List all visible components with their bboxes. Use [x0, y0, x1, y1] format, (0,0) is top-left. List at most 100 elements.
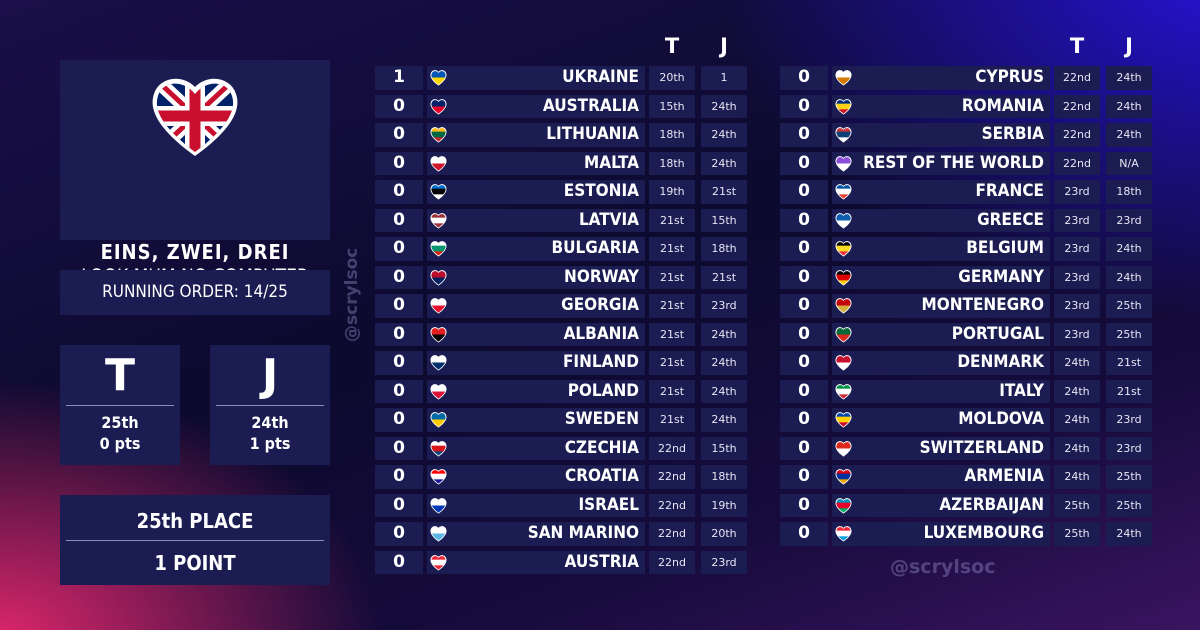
- row-televote-rank: 23rd: [1054, 265, 1100, 289]
- row-televote-rank: 22nd: [1054, 123, 1100, 147]
- row-televote-rank: 24th: [1054, 465, 1100, 489]
- row-televote-rank: 21st: [649, 322, 695, 346]
- row-points: 0: [375, 351, 423, 375]
- heart-flag-icon: [832, 351, 854, 375]
- row-televote-rank: 21st: [649, 408, 695, 432]
- row-country: SAN MARINO: [427, 522, 645, 546]
- row-country: AUSTRALIA: [427, 94, 645, 118]
- heart-flag-icon: [427, 551, 449, 575]
- heart-flag-icon: [427, 522, 449, 546]
- divider: [66, 405, 174, 406]
- heart-flag-icon: [427, 180, 449, 204]
- row-country: ESTONIA: [427, 180, 645, 204]
- row-jury-rank: 24th: [1106, 66, 1152, 90]
- heart-flag-icon: [832, 95, 854, 119]
- row-country: SWITZERLAND: [832, 436, 1050, 460]
- row-televote-rank: 18th: [649, 123, 695, 147]
- row-jury-rank: 24th: [701, 322, 747, 346]
- row-points: 0: [375, 180, 423, 204]
- row-jury-rank: 21st: [1106, 379, 1152, 403]
- heart-flag-icon: [427, 437, 449, 461]
- row-points: 0: [780, 379, 828, 403]
- row-country: ITALY: [832, 379, 1050, 403]
- divider: [216, 405, 324, 406]
- row-country: ARMENIA: [832, 465, 1050, 489]
- row-points: 0: [375, 550, 423, 574]
- row-country: GEORGIA: [427, 294, 645, 318]
- row-points: 0: [780, 66, 828, 90]
- heart-flag-icon: [832, 209, 854, 233]
- heart-flag-icon: [427, 380, 449, 404]
- final-result-box: 25th PLACE 1 POINT: [60, 495, 330, 585]
- row-points: 0: [375, 408, 423, 432]
- heart-flag-icon: [427, 351, 449, 375]
- heart-flag-icon: [832, 323, 854, 347]
- row-jury-rank: 25th: [1106, 322, 1152, 346]
- heart-flag-icon: [832, 266, 854, 290]
- heart-flag-icon: [427, 408, 449, 432]
- row-televote-rank: 22nd: [649, 493, 695, 517]
- row-points: 0: [780, 522, 828, 546]
- row-jury-rank: 23rd: [701, 550, 747, 574]
- televote-letter: T: [104, 350, 135, 401]
- row-jury-rank: 24th: [1106, 94, 1152, 118]
- row-televote-rank: 23rd: [1054, 322, 1100, 346]
- row-points: 0: [780, 294, 828, 318]
- row-televote-rank: 22nd: [1054, 94, 1100, 118]
- row-televote-rank: 22nd: [649, 465, 695, 489]
- row-country: LITHUANIA: [427, 123, 645, 147]
- row-points: 0: [780, 322, 828, 346]
- row-televote-rank: 22nd: [649, 436, 695, 460]
- row-jury-rank: 19th: [701, 493, 747, 517]
- row-country: LUXEMBOURG: [832, 522, 1050, 546]
- row-points: 0: [375, 294, 423, 318]
- row-televote-rank: 21st: [649, 237, 695, 261]
- heart-flag-icon: [832, 437, 854, 461]
- row-points: 0: [780, 94, 828, 118]
- row-televote-rank: 25th: [1054, 493, 1100, 517]
- column-header-jury-left: J: [720, 34, 728, 58]
- row-country: REST OF THE WORLD: [832, 151, 1050, 175]
- row-country: CYPRUS: [832, 66, 1050, 90]
- row-jury-rank: 24th: [1106, 123, 1152, 147]
- row-televote-rank: 22nd: [649, 550, 695, 574]
- row-country: CZECHIA: [427, 436, 645, 460]
- song-panel: EINS, ZWEI, DREI LOOK MUM NO COMPUTER: [60, 60, 330, 287]
- row-points: 0: [375, 208, 423, 232]
- heart-flag-icon: [427, 465, 449, 489]
- row-jury-rank: 21st: [701, 265, 747, 289]
- row-country: DENMARK: [832, 351, 1050, 375]
- row-televote-rank: 23rd: [1054, 294, 1100, 318]
- heart-flag-icon: [832, 465, 854, 489]
- watermark-horizontal: @scrylsoc: [890, 556, 996, 578]
- row-country: FRANCE: [832, 180, 1050, 204]
- row-country: FINLAND: [427, 351, 645, 375]
- song-title: EINS, ZWEI, DREI: [100, 240, 290, 264]
- row-country: LATVIA: [427, 208, 645, 232]
- row-points: 0: [375, 322, 423, 346]
- row-televote-rank: 21st: [649, 294, 695, 318]
- jury-points: 1 pts: [249, 434, 291, 453]
- row-televote-rank: 18th: [649, 151, 695, 175]
- row-points: 0: [780, 265, 828, 289]
- row-jury-rank: 23rd: [701, 294, 747, 318]
- heart-flag-icon: [427, 66, 449, 90]
- row-televote-rank: 23rd: [1054, 237, 1100, 261]
- heart-flag-icon: [832, 522, 854, 546]
- row-country: GREECE: [832, 208, 1050, 232]
- row-televote-rank: 23rd: [1054, 180, 1100, 204]
- row-televote-rank: 21st: [649, 351, 695, 375]
- heart-flag-icon: [832, 408, 854, 432]
- heart-flag-icon: [427, 237, 449, 261]
- row-jury-rank: 1: [701, 66, 747, 90]
- row-jury-rank: 24th: [701, 351, 747, 375]
- televote-score-box: T 25th 0 pts: [60, 345, 180, 465]
- divider: [66, 540, 324, 541]
- row-points: 0: [780, 465, 828, 489]
- row-jury-rank: 23rd: [1106, 208, 1152, 232]
- row-points: 0: [780, 493, 828, 517]
- row-points: 0: [780, 208, 828, 232]
- row-country: ROMANIA: [832, 94, 1050, 118]
- row-televote-rank: 25th: [1054, 522, 1100, 546]
- row-jury-rank: 24th: [1106, 522, 1152, 546]
